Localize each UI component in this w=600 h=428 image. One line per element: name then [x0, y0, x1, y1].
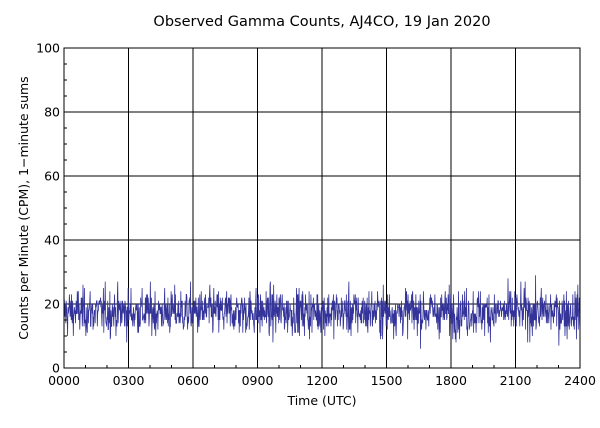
x-tick-label: 1500	[371, 373, 403, 388]
x-tick-label: 0300	[113, 373, 145, 388]
y-axis-label: Counts per Minute (CPM), 1−minute sums	[16, 76, 31, 339]
series-line	[63, 275, 581, 349]
y-tick-label: 20	[44, 297, 60, 312]
x-tick-label: 2100	[500, 373, 532, 388]
chart-title: Observed Gamma Counts, AJ4CO, 19 Jan 202…	[153, 14, 490, 30]
x-tick-label: 0000	[48, 373, 80, 388]
x-tick-label: 0900	[242, 373, 274, 388]
x-tick-label: 1800	[435, 373, 467, 388]
x-axis-label: Time (UTC)	[286, 393, 356, 408]
minor-ticks	[64, 63, 559, 368]
y-tick-labels: 0 20 40 60 80 100	[36, 41, 60, 376]
y-tick-label: 40	[44, 233, 60, 248]
x-tick-labels: 0000 0300 0600 0900 1200 1500 1800 2100 2400	[48, 373, 596, 388]
y-tick-label: 100	[36, 41, 60, 56]
series-layer	[63, 275, 581, 349]
y-tick-label: 0	[52, 361, 60, 376]
x-tick-label: 0600	[177, 373, 209, 388]
y-tick-label: 60	[44, 169, 60, 184]
grid-lines	[64, 48, 580, 368]
y-tick-label: 80	[44, 105, 60, 120]
x-tick-label: 2400	[564, 373, 596, 388]
x-tick-label: 1200	[306, 373, 338, 388]
